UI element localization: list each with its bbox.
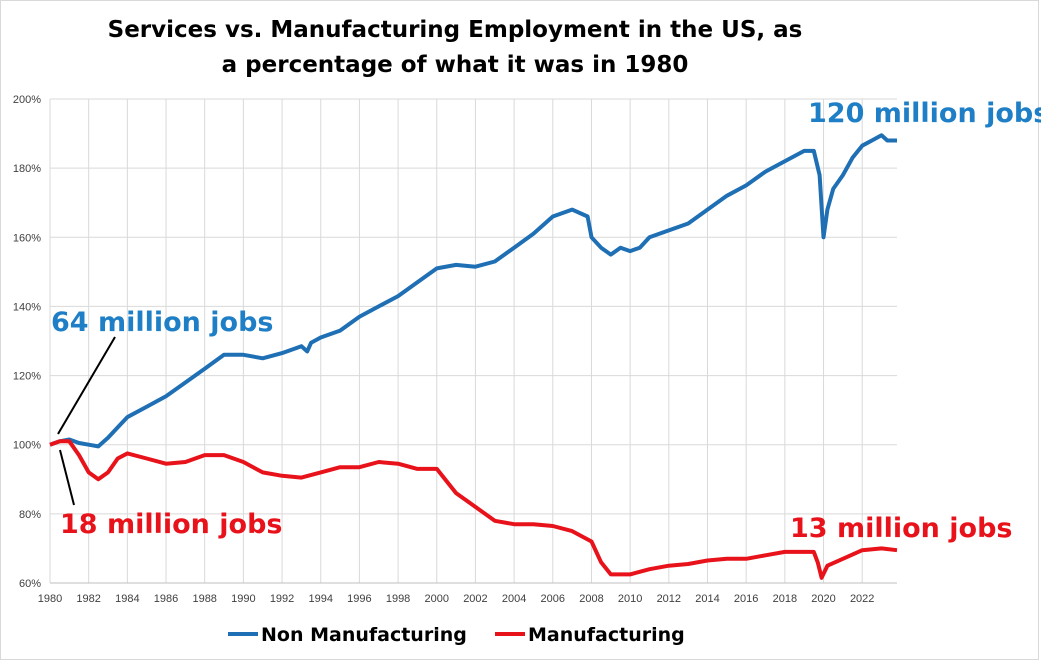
x-tick-label: 1980 — [38, 593, 62, 605]
x-tick-label: 2010 — [618, 593, 642, 605]
x-tick-label: 1988 — [192, 593, 216, 605]
x-tick-label: 1992 — [270, 593, 294, 605]
x-tick-label: 2012 — [657, 593, 681, 605]
series-line-manufacturing — [49, 439, 898, 580]
annotation-64-million: 64 million jobs — [51, 307, 274, 338]
y-tick-label: 120% — [13, 371, 41, 383]
y-axis-ticks: 60% 80% 100% 120% 140% 160% 180% 200% — [13, 94, 41, 590]
x-tick-label: 2016 — [734, 593, 758, 605]
y-tick-label: 140% — [13, 301, 41, 313]
y-tick-label: 180% — [13, 163, 41, 175]
x-tick-label: 1986 — [154, 593, 178, 605]
y-tick-label: 100% — [13, 440, 41, 452]
y-tick-label: 160% — [13, 232, 41, 244]
x-tick-label: 2004 — [502, 593, 526, 605]
x-axis-ticks: 1980 1982 1984 1986 1988 1990 1992 1994 1996 1998… — [38, 593, 875, 605]
y-tick-label: 60% — [19, 578, 41, 590]
legend-label-manufacturing: Manufacturing — [528, 624, 685, 646]
x-tick-label: 1996 — [347, 593, 371, 605]
x-tick-label: 1990 — [231, 593, 255, 605]
y-tick-label: 200% — [13, 94, 41, 106]
x-tick-label: 2002 — [463, 593, 487, 605]
chart-title-line1: Services vs. Manufacturing Employment in… — [107, 17, 803, 43]
annotation-120-million: 120 million jobs — [808, 98, 1041, 129]
x-tick-label: 2014 — [695, 593, 719, 605]
x-tick-label: 2022 — [850, 593, 874, 605]
x-tick-label: 2020 — [811, 593, 835, 605]
x-tick-label: 1984 — [115, 593, 139, 605]
chart-title-line2: a percentage of what it was in 1980 — [221, 52, 689, 78]
x-tick-label: 1982 — [76, 593, 100, 605]
annotation-13-million: 13 million jobs — [790, 513, 1013, 544]
series-lines — [49, 133, 898, 580]
x-tick-label: 1994 — [308, 593, 332, 605]
x-tick-label: 2000 — [425, 593, 449, 605]
annotation-pointer-18m — [59, 449, 75, 506]
y-tick-label: 80% — [19, 509, 41, 521]
annotation-pointer-64m — [57, 336, 116, 435]
x-tick-label: 2008 — [579, 593, 603, 605]
legend-label-non-manufacturing: Non Manufacturing — [261, 624, 467, 646]
series-line-non-manufacturing — [49, 133, 897, 449]
x-tick-label: 1998 — [386, 593, 410, 605]
x-tick-label: 2018 — [773, 593, 797, 605]
x-tick-label: 2006 — [541, 593, 565, 605]
gridlines — [49, 98, 897, 584]
annotation-18-million: 18 million jobs — [60, 509, 283, 540]
